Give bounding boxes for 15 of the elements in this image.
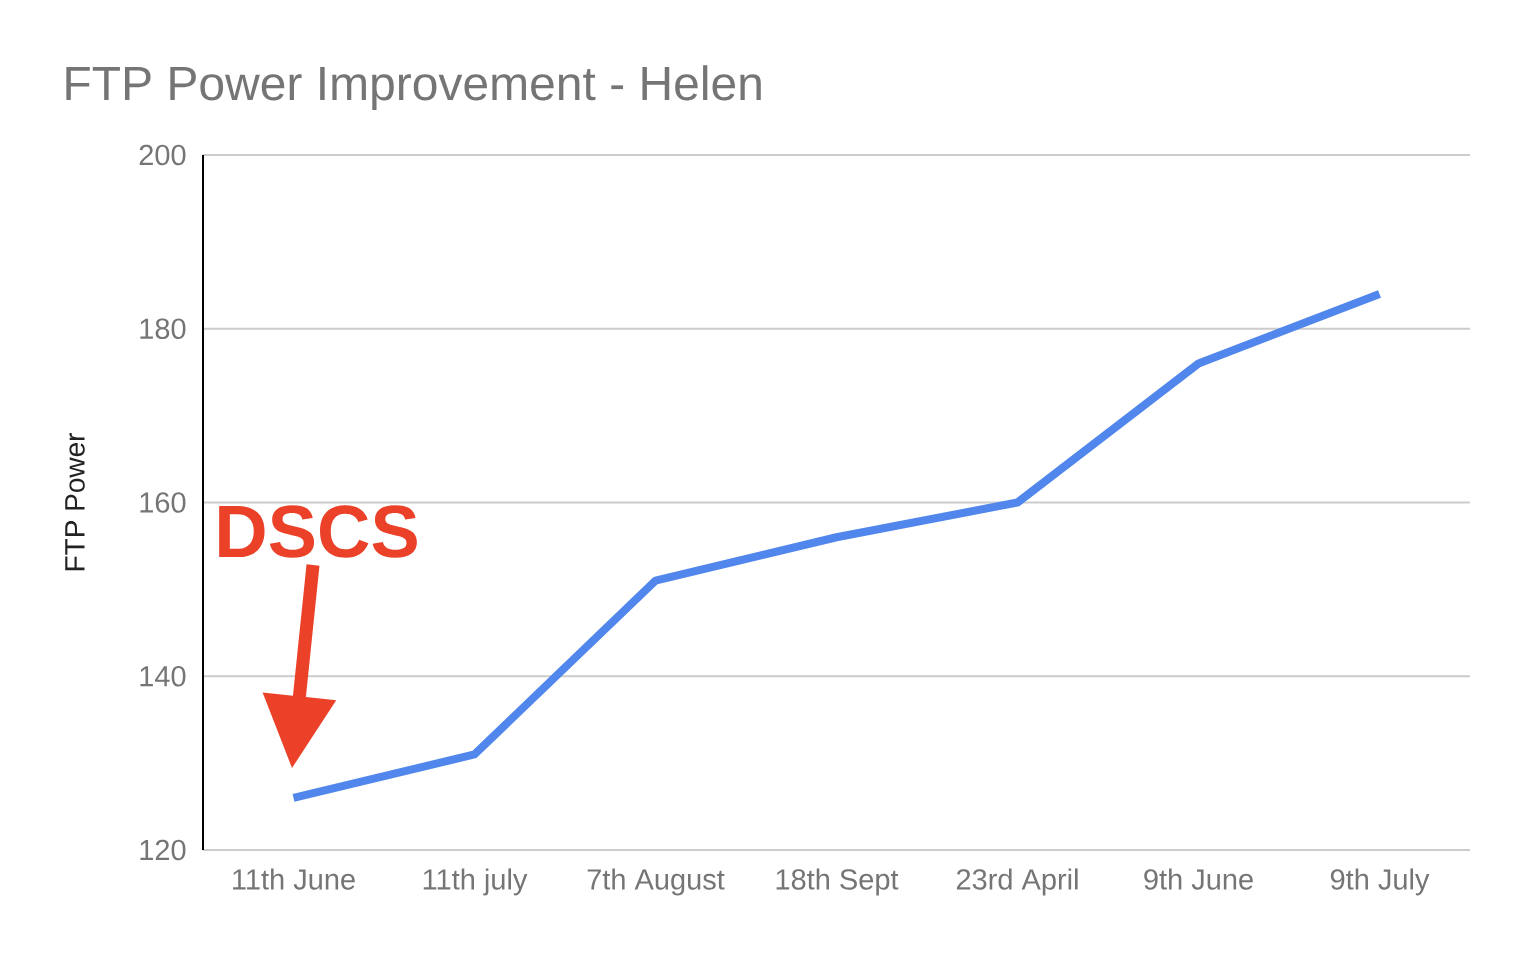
y-axis-title: FTP Power: [65, 432, 85, 571]
x-tick-label: 9th July: [1330, 868, 1430, 896]
y-tick-label: 160: [140, 492, 186, 513]
annotation: DSCS: [219, 505, 417, 558]
x-tick-label: 11th july: [423, 868, 528, 896]
x-tick-label: 11th June: [233, 868, 355, 890]
y-tick-label: 180: [140, 318, 186, 339]
x-tick-label: 9th June: [1144, 868, 1253, 890]
y-tick-label: 140: [140, 665, 186, 687]
x-tick-label: 23rd April: [956, 868, 1078, 896]
y-tick-label: 120: [140, 839, 186, 861]
x-tick-label: 18th Sept: [776, 868, 899, 896]
x-tick-label: 7th August: [587, 868, 725, 896]
chart-title: FTP Power Improvement - Helen: [66, 65, 761, 110]
y-tick-label: 200: [139, 144, 186, 166]
